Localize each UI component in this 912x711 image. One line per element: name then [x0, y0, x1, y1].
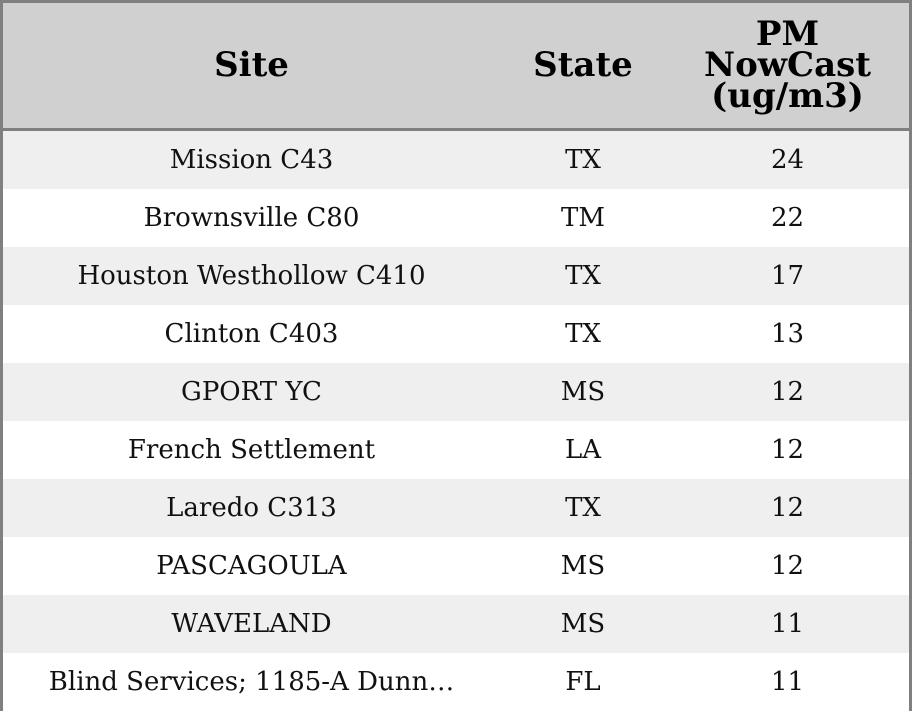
table-cell: French Settlement [3, 421, 500, 479]
header-cell: State [500, 3, 666, 131]
header-text: Site [214, 45, 289, 85]
table-cell: 12 [666, 479, 909, 537]
table-cell: Clinton C403 [3, 305, 500, 363]
table-cell: 12 [666, 537, 909, 595]
table-cell: MS [500, 363, 666, 421]
table-cell: TX [500, 479, 666, 537]
table-row: Brownsville C80 TM 22 [3, 189, 909, 247]
table-row: PASCAGOULA MS 12 [3, 537, 909, 595]
table-row: French Settlement LA 12 [3, 421, 909, 479]
header-text: State [533, 45, 633, 85]
table-cell: GPORT YC [3, 363, 500, 421]
table-cell: TX [500, 247, 666, 305]
table-row: Laredo C313 TX 12 [3, 479, 909, 537]
header-text: PM NowCast (ug/m3) [704, 14, 871, 116]
table-cell: 11 [666, 595, 909, 653]
table-row: WAVELAND MS 11 [3, 595, 909, 653]
header-cell: Site [3, 3, 500, 131]
table-cell: Laredo C313 [3, 479, 500, 537]
table-cell: 12 [666, 363, 909, 421]
table-body: Mission C43 TX 24 Brownsville C80 TM 22 Housto… [3, 129, 909, 711]
header-cell: PM NowCast (ug/m3) [666, 3, 909, 131]
table-cell: 13 [666, 305, 909, 363]
table-cell: Blind Services; 1185-A Dunn… [3, 653, 500, 711]
table-row: Clinton C403 TX 13 [3, 305, 909, 363]
table-cell: 24 [666, 129, 909, 189]
table-cell: MS [500, 595, 666, 653]
data-table: Site State PM NowCast (ug/m3) Mission C43 T… [3, 3, 909, 711]
table-cell: Houston Westhollow C410 [3, 247, 500, 305]
table-cell: 12 [666, 421, 909, 479]
table-row: GPORT YC MS 12 [3, 363, 909, 421]
table-cell: 17 [666, 247, 909, 305]
table-cell: MS [500, 537, 666, 595]
table-cell: FL [500, 653, 666, 711]
table-cell: TX [500, 129, 666, 189]
table-row: Mission C43 TX 24 [3, 129, 909, 189]
table-cell: Brownsville C80 [3, 189, 500, 247]
table-cell: 22 [666, 189, 909, 247]
table-cell: LA [500, 421, 666, 479]
table-row: Houston Westhollow C410 TX 17 [3, 247, 909, 305]
table-cell: WAVELAND [3, 595, 500, 653]
table-cell: PASCAGOULA [3, 537, 500, 595]
header-row: Site State PM NowCast (ug/m3) [3, 3, 909, 131]
table-row: Blind Services; 1185-A Dunn… FL 11 [3, 653, 909, 711]
table-cell: TX [500, 305, 666, 363]
table-cell: 11 [666, 653, 909, 711]
table-cell: TM [500, 189, 666, 247]
table-cell: Mission C43 [3, 129, 500, 189]
